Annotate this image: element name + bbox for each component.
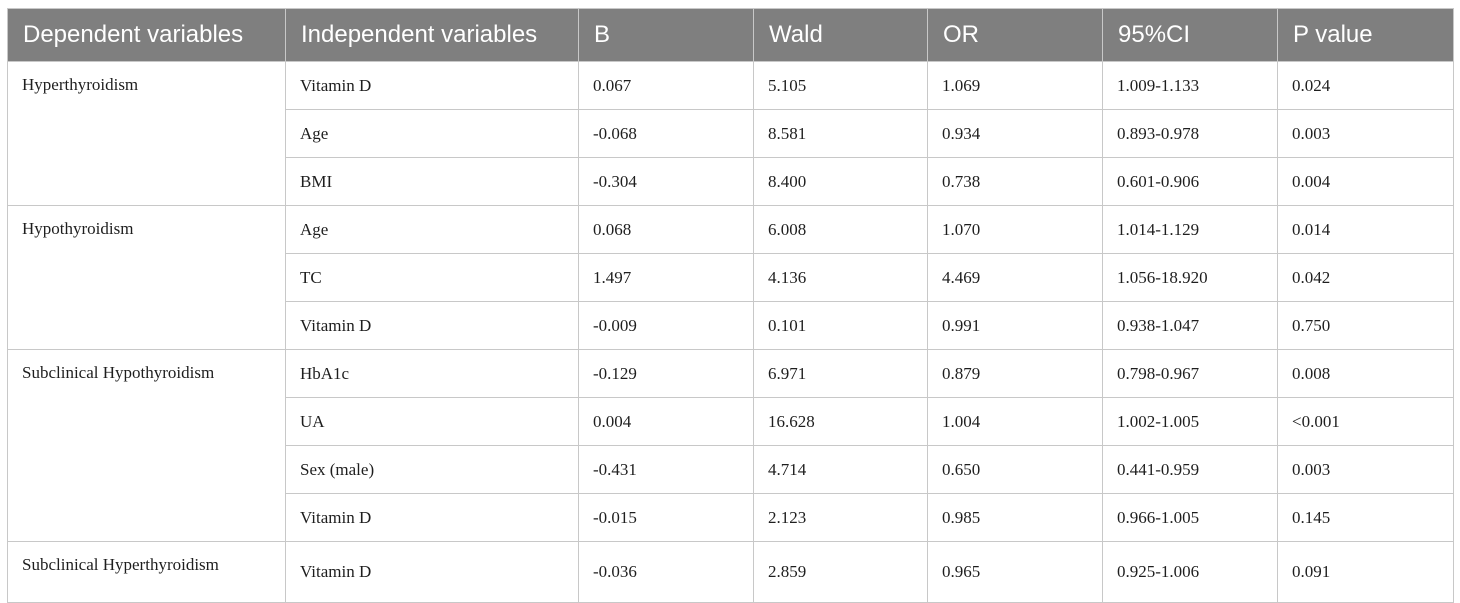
cell-independent-variable: Vitamin D bbox=[285, 61, 579, 110]
regression-table: Dependent variables Independent variable… bbox=[7, 8, 1454, 603]
cell-95ci: 0.893-0.978 bbox=[1102, 109, 1278, 158]
cell-wald: 6.971 bbox=[753, 349, 928, 398]
cell-wald: 0.101 bbox=[753, 301, 928, 350]
cell-independent-variable: Vitamin D bbox=[285, 301, 579, 350]
cell-p-value: 0.003 bbox=[1277, 109, 1454, 158]
cell-p-value: 0.014 bbox=[1277, 205, 1454, 254]
cell-wald: 8.581 bbox=[753, 109, 928, 158]
cell-95ci: 0.601-0.906 bbox=[1102, 157, 1278, 206]
cell-or: 0.934 bbox=[927, 109, 1103, 158]
cell-wald: 4.136 bbox=[753, 253, 928, 302]
cell-p-value: 0.024 bbox=[1277, 61, 1454, 110]
cell-p-value: 0.145 bbox=[1277, 493, 1454, 542]
cell-or: 0.991 bbox=[927, 301, 1103, 350]
table-container: Dependent variables Independent variable… bbox=[7, 8, 1454, 603]
cell-or: 0.965 bbox=[927, 541, 1103, 603]
cell-95ci: 1.002-1.005 bbox=[1102, 397, 1278, 446]
cell-95ci: 1.014-1.129 bbox=[1102, 205, 1278, 254]
cell-wald: 8.400 bbox=[753, 157, 928, 206]
cell-wald: 6.008 bbox=[753, 205, 928, 254]
header-row: Dependent variables Independent variable… bbox=[7, 8, 1454, 62]
cell-b: -0.129 bbox=[578, 349, 754, 398]
cell-or: 1.070 bbox=[927, 205, 1103, 254]
table-row: BMI -0.304 8.400 0.738 0.601-0.906 0.004 bbox=[8, 157, 1454, 206]
cell-or: 0.985 bbox=[927, 493, 1103, 542]
cell-independent-variable: Age bbox=[285, 109, 579, 158]
cell-p-value: 0.003 bbox=[1277, 445, 1454, 494]
cell-95ci: 0.925-1.006 bbox=[1102, 541, 1278, 603]
cell-independent-variable: HbA1c bbox=[285, 349, 579, 398]
cell-b: -0.036 bbox=[578, 541, 754, 603]
cell-independent-variable: Vitamin D bbox=[285, 541, 579, 603]
cell-dependent-variable: Hypothyroidism bbox=[7, 205, 286, 350]
header-95ci: 95%CI bbox=[1102, 8, 1278, 62]
cell-wald: 2.123 bbox=[753, 493, 928, 542]
table-row: Hyperthyroidism Vitamin D 0.067 5.105 1.069 1… bbox=[7, 61, 1454, 206]
cell-wald: 5.105 bbox=[753, 61, 928, 110]
header-b: B bbox=[578, 8, 754, 62]
cell-p-value: 0.750 bbox=[1277, 301, 1454, 350]
cell-independent-variable: Age bbox=[285, 205, 579, 254]
header-or: OR bbox=[927, 8, 1103, 62]
cell-95ci: 1.009-1.133 bbox=[1102, 61, 1278, 110]
cell-b: -0.068 bbox=[578, 109, 754, 158]
cell-wald: 16.628 bbox=[753, 397, 928, 446]
header-independent-variables: Independent variables bbox=[285, 8, 579, 62]
cell-dependent-variable: Hyperthyroidism bbox=[7, 61, 286, 206]
cell-b: 0.068 bbox=[578, 205, 754, 254]
cell-p-value: 0.008 bbox=[1277, 349, 1454, 398]
cell-p-value: <0.001 bbox=[1277, 397, 1454, 446]
cell-b: 1.497 bbox=[578, 253, 754, 302]
cell-p-value: 0.042 bbox=[1277, 253, 1454, 302]
table-body: Hyperthyroidism Vitamin D 0.067 5.105 1.069 1… bbox=[7, 61, 1454, 603]
table-row: TC 1.497 4.136 4.469 1.056-18.920 0.042 bbox=[8, 253, 1454, 302]
cell-b: -0.015 bbox=[578, 493, 754, 542]
cell-wald: 2.859 bbox=[753, 541, 928, 603]
cell-independent-variable: UA bbox=[285, 397, 579, 446]
cell-or: 0.650 bbox=[927, 445, 1103, 494]
cell-b: -0.304 bbox=[578, 157, 754, 206]
header-dependent-variables: Dependent variables bbox=[7, 8, 286, 62]
cell-independent-variable: BMI bbox=[285, 157, 579, 206]
cell-dependent-variable: Subclinical Hyperthyroidism bbox=[7, 541, 286, 603]
table-row: UA 0.004 16.628 1.004 1.002-1.005 <0.001 bbox=[8, 397, 1454, 446]
cell-95ci: 0.938-1.047 bbox=[1102, 301, 1278, 350]
cell-b: 0.004 bbox=[578, 397, 754, 446]
header-p-value: P value bbox=[1277, 8, 1454, 62]
cell-or: 1.004 bbox=[927, 397, 1103, 446]
cell-b: -0.009 bbox=[578, 301, 754, 350]
cell-independent-variable: Sex (male) bbox=[285, 445, 579, 494]
table-row: Age -0.068 8.581 0.934 0.893-0.978 0.003 bbox=[8, 109, 1454, 158]
cell-95ci: 1.056-18.920 bbox=[1102, 253, 1278, 302]
cell-or: 0.738 bbox=[927, 157, 1103, 206]
cell-independent-variable: Vitamin D bbox=[285, 493, 579, 542]
table-row: Vitamin D -0.009 0.101 0.991 0.938-1.047 0.75… bbox=[8, 301, 1454, 350]
table-row: Hypothyroidism Age 0.068 6.008 1.070 1.014-1.… bbox=[7, 205, 1454, 350]
cell-b: 0.067 bbox=[578, 61, 754, 110]
table-row: Subclinical Hyperthyroidism Vitamin D -0.0… bbox=[7, 541, 1454, 603]
cell-independent-variable: TC bbox=[285, 253, 579, 302]
cell-b: -0.431 bbox=[578, 445, 754, 494]
cell-95ci: 0.441-0.959 bbox=[1102, 445, 1278, 494]
cell-wald: 4.714 bbox=[753, 445, 928, 494]
cell-p-value: 0.091 bbox=[1277, 541, 1454, 603]
cell-p-value: 0.004 bbox=[1277, 157, 1454, 206]
cell-dependent-variable: Subclinical Hypothyroidism bbox=[7, 349, 286, 542]
cell-95ci: 0.966-1.005 bbox=[1102, 493, 1278, 542]
header-wald: Wald bbox=[753, 8, 928, 62]
cell-or: 0.879 bbox=[927, 349, 1103, 398]
table-header: Dependent variables Independent variable… bbox=[7, 8, 1454, 62]
table-row: Subclinical Hypothyroidism HbA1c -0.129 6.9… bbox=[7, 349, 1454, 542]
cell-95ci: 0.798-0.967 bbox=[1102, 349, 1278, 398]
cell-or: 4.469 bbox=[927, 253, 1103, 302]
table-row: Sex (male) -0.431 4.714 0.650 0.441-0.959 0.0… bbox=[8, 445, 1454, 494]
cell-or: 1.069 bbox=[927, 61, 1103, 110]
